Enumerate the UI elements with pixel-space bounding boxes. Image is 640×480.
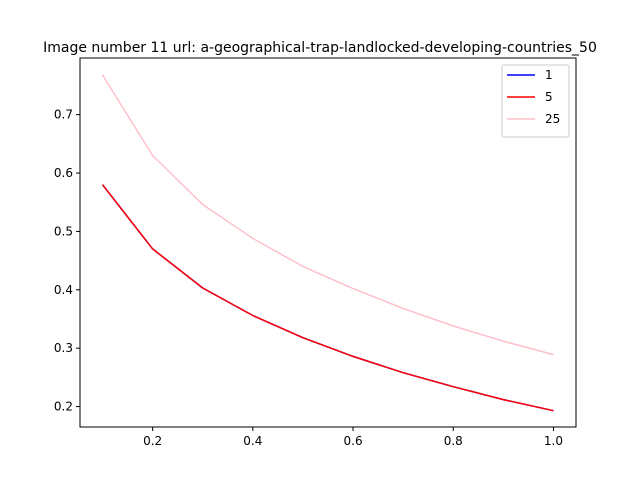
legend-label-5: 5: [545, 90, 553, 104]
x-axis: 0.2 0.4 0.6 0.8 1.0: [143, 427, 563, 448]
y-tick-label: 0.3: [54, 341, 73, 355]
series-line-1: [101, 184, 554, 412]
series-line-25: [101, 74, 554, 356]
chart-title: Image number 11 url: a-geographical-trap…: [43, 40, 597, 56]
legend-label-1: 1: [545, 68, 553, 82]
y-tick-label: 0.6: [54, 166, 73, 180]
series-line-5: [101, 184, 554, 412]
y-tick-label: 0.4: [54, 283, 73, 297]
x-tick-label: 0.6: [344, 434, 363, 448]
legend-box: [501, 64, 570, 138]
x-tick-label: 0.2: [143, 434, 162, 448]
plot-frame: [79, 57, 577, 428]
x-tick-label: 1.0: [544, 434, 563, 448]
y-tick-label: 0.5: [54, 224, 73, 238]
x-tick-label: 0.4: [243, 434, 262, 448]
series-layer: [101, 74, 554, 412]
y-tick-label: 0.7: [54, 108, 73, 122]
legend-label-25: 25: [545, 112, 560, 126]
x-tick-label: 0.8: [444, 434, 463, 448]
y-tick-label: 0.2: [54, 400, 73, 414]
y-axis: 0.2 0.3 0.4 0.5 0.6 0.7: [54, 108, 80, 414]
